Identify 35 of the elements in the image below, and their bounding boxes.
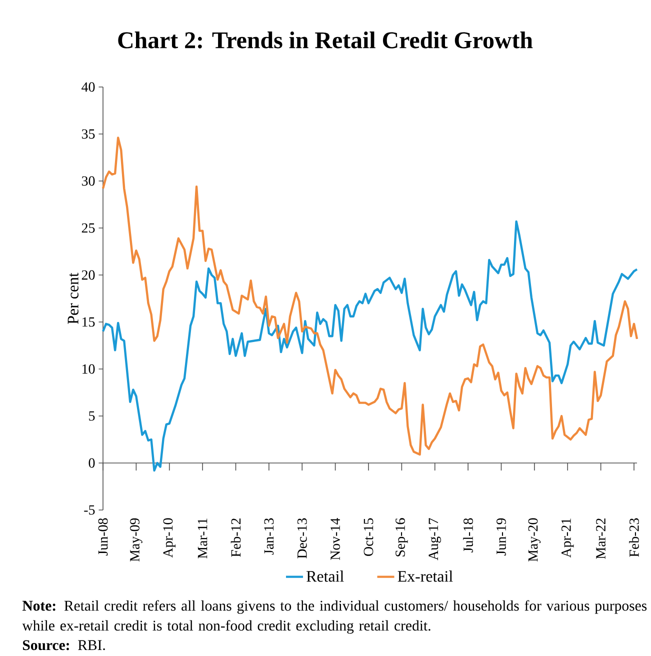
line-series (102, 220, 638, 472)
y-tick-label: 25 (82, 223, 95, 233)
x-tick-label: Jul-18 (463, 518, 473, 552)
y-tick-label: 10 (82, 364, 95, 374)
x-tick-label: May-20 (528, 518, 541, 562)
legend-label: Ex-retail (398, 570, 453, 582)
y-tick-label: 15 (82, 317, 95, 327)
y-tick-label: 20 (82, 270, 95, 280)
text: Source: RBI. (22, 640, 105, 650)
y-axis-title: Per cent (68, 272, 78, 324)
y-tick-label: 40 (82, 82, 95, 92)
x-tick-label: Dec-13 (297, 518, 307, 558)
x-tick-label: Nov-14 (330, 518, 340, 560)
y-tick-label: 30 (82, 176, 95, 186)
x-tick-label: Jun-19 (496, 518, 506, 556)
x-tick-label: Oct-15 (364, 518, 374, 556)
x-tick-label: May-09 (130, 518, 142, 562)
x-tick-label: Apr-10 (163, 518, 176, 558)
x-tick-label: Jun-08 (98, 518, 108, 556)
x-tick-label: Mar-22 (596, 518, 606, 559)
y-tick-label: 5 (89, 411, 95, 421)
x-tick-label: Sep-16 (396, 518, 408, 556)
x-tick-label: Apr-21 (562, 518, 574, 558)
chart-title: Chart 2: Trends in Retail Credit Growth (118, 32, 533, 48)
x-tick-label: Jan-13 (264, 518, 274, 555)
y-tick-label: -5 (84, 505, 95, 515)
x-tick-label: Feb-23 (629, 518, 639, 557)
line-series (102, 136, 638, 456)
y-tick-label: 35 (82, 129, 95, 139)
y-tick-label: 0 (88, 458, 95, 468)
x-tick-label: Aug-17 (428, 518, 441, 560)
legend-label: Retail (306, 570, 344, 582)
x-tick-label: Feb-12 (230, 518, 241, 557)
x-tick-label: Mar-11 (198, 518, 208, 558)
text: Note: Retail credit refers all loans givens to the individual customers/ households for various purposes while ex-retail credit is total non-food credit excluding retail credit. (22, 600, 647, 634)
